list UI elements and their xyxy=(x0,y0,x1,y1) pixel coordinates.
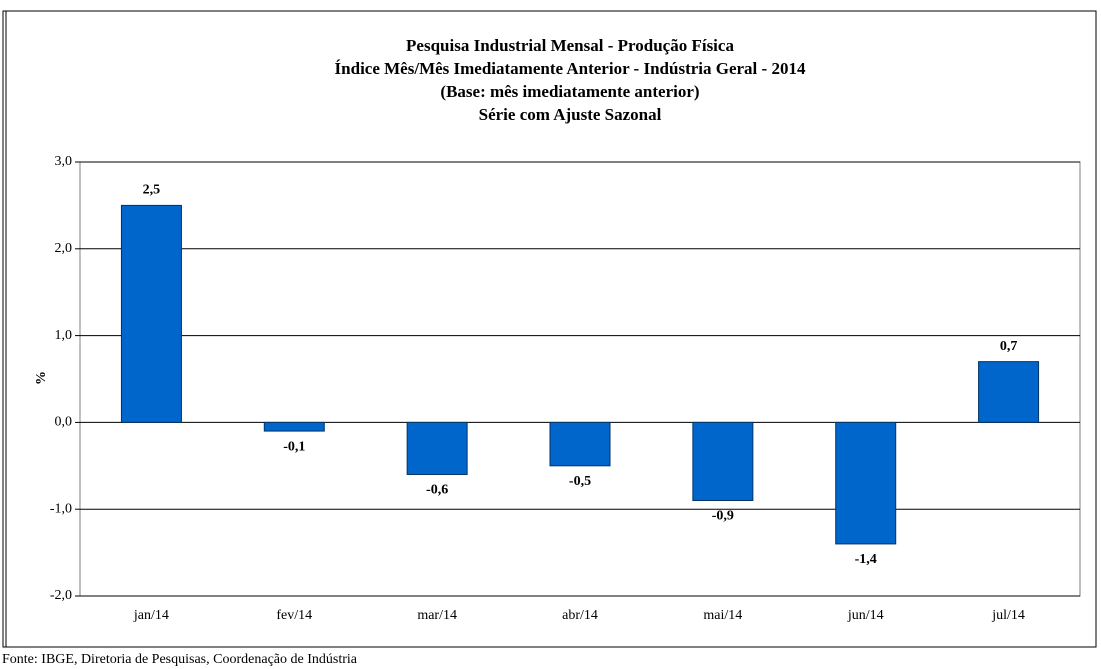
bar xyxy=(406,421,468,475)
x-tick-label: jul/14 xyxy=(991,608,1025,623)
chart-title: (Base: mês imediatamente anterior) xyxy=(440,82,699,101)
y-axis-label: % xyxy=(34,371,49,385)
value-label: -0,6 xyxy=(426,483,448,498)
bar xyxy=(263,421,325,432)
frame xyxy=(2,10,1097,648)
y-tick-label: 0,0 xyxy=(55,415,73,430)
plot-area xyxy=(79,161,1081,597)
y-tick-label: -2,0 xyxy=(50,588,72,603)
value-label: -0,5 xyxy=(569,474,591,489)
value-label: -1,4 xyxy=(855,552,877,567)
y-tick-label: 3,0 xyxy=(55,154,73,169)
y-tick-label: 2,0 xyxy=(55,241,73,256)
value-label: 2,5 xyxy=(143,183,161,198)
y-tick-label: 1,0 xyxy=(55,328,73,343)
chart-title: Índice Mês/Mês Imediatamente Anterior - … xyxy=(335,59,806,78)
bar xyxy=(549,421,611,467)
value-label: -0,1 xyxy=(283,439,305,454)
x-tick-label: mai/14 xyxy=(703,608,742,623)
value-label: 0,7 xyxy=(1000,339,1018,354)
bar xyxy=(978,361,1040,423)
x-tick-label: mar/14 xyxy=(417,608,457,623)
value-label: -0,9 xyxy=(712,509,734,524)
chart-title: Série com Ajuste Sazonal xyxy=(479,105,662,124)
x-tick-label: abr/14 xyxy=(562,608,598,623)
x-tick-label: jun/14 xyxy=(847,608,884,623)
source-note: Fonte: IBGE, Diretoria de Pesquisas, Coo… xyxy=(2,652,358,667)
x-tick-label: jan/14 xyxy=(133,608,169,623)
x-tick-label: fev/14 xyxy=(276,608,312,623)
bar xyxy=(120,204,182,423)
y-tick-label: -1,0 xyxy=(50,501,72,516)
bar xyxy=(835,421,897,545)
chart-title: Pesquisa Industrial Mensal - Produção Fí… xyxy=(406,36,734,55)
bar xyxy=(692,421,754,502)
